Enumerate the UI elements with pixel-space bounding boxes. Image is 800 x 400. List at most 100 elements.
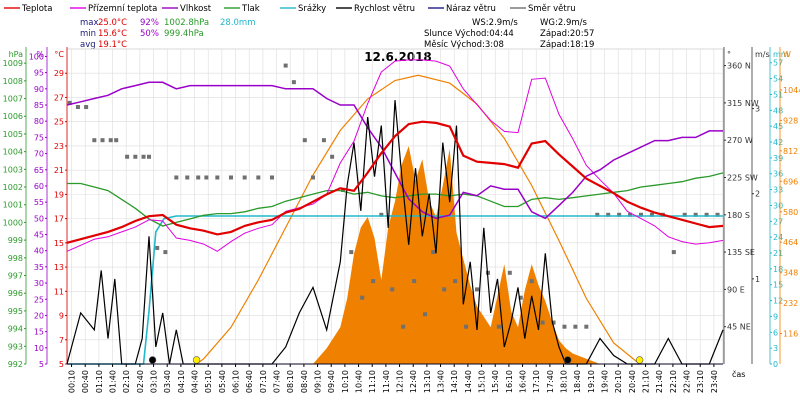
wind-dir-point bbox=[321, 138, 326, 143]
temperature-axis-tick-label: 7 bbox=[59, 336, 64, 345]
x-tick-label: 16:40 bbox=[519, 370, 528, 393]
wind-dir-point bbox=[379, 212, 384, 217]
rain-axis-tick-label: 0 bbox=[773, 360, 778, 369]
wind-dir-point bbox=[562, 324, 567, 329]
wind-dir-point bbox=[270, 175, 274, 180]
temperature-axis-tick-label: 25 bbox=[54, 118, 64, 127]
legend-label-rain: Srážky bbox=[298, 4, 326, 14]
pressure-axis-tick-label: 1001 bbox=[3, 201, 23, 210]
humidity-axis-tick-label: 25 bbox=[34, 295, 44, 304]
humidity-axis-tick-label: 95 bbox=[34, 69, 44, 78]
x-tick-label: 03:10 bbox=[150, 370, 159, 393]
x-tick-label: 22:10 bbox=[669, 370, 678, 393]
wind-dir-point bbox=[628, 212, 633, 217]
x-tick-label: 09:40 bbox=[327, 370, 336, 393]
wind-dir-point bbox=[551, 320, 556, 325]
rain-axis-tick-label: 45 bbox=[773, 122, 783, 131]
humidity-axis-tick-label: 50 bbox=[34, 214, 44, 223]
x-tick-label: 04:10 bbox=[177, 370, 186, 393]
x-tick-label: 21:40 bbox=[655, 370, 664, 393]
info-moon-set: Západ:18:19 bbox=[540, 40, 594, 50]
wind-dir-point bbox=[147, 154, 151, 159]
x-tick-label: 05:40 bbox=[218, 370, 227, 393]
x-tick-label: 08:10 bbox=[286, 370, 295, 393]
x-tick-label: 14:10 bbox=[450, 370, 459, 393]
chart-title: 12.6.2018 bbox=[364, 50, 432, 64]
wind-dir-point bbox=[518, 295, 523, 300]
wind-dir-point bbox=[92, 138, 97, 143]
rain-axis-tick-label: 3 bbox=[773, 344, 778, 353]
wind-dir-point bbox=[595, 212, 600, 217]
legend-label-hum: Vlhkost bbox=[180, 4, 212, 14]
wind-dir-point bbox=[349, 250, 354, 255]
pressure-axis-tick-label: 1006 bbox=[3, 112, 23, 121]
temperature-axis-tick-label: 11 bbox=[54, 287, 64, 296]
humidity-axis-tick-label: 90 bbox=[34, 85, 44, 94]
temperature-axis-tick-label: 5 bbox=[59, 360, 64, 369]
solar-axis-tick-label: 116 bbox=[783, 330, 798, 339]
stats-min-hum: 50% bbox=[140, 29, 159, 39]
x-tick-label: 22:40 bbox=[683, 370, 692, 393]
wind-dir-axis-unit: ° bbox=[727, 50, 731, 59]
x-tick-label: 21:10 bbox=[642, 370, 651, 393]
legend-label-dew: Přízemní teplota bbox=[88, 4, 157, 14]
info-sun-set: Západ:20:57 bbox=[540, 29, 594, 39]
temperature-axis-tick-label: 27 bbox=[54, 93, 64, 102]
rain-axis-tick-label: 15 bbox=[773, 281, 783, 290]
humidity-axis-tick-label: 20 bbox=[34, 311, 44, 320]
stats-max-press: 1002.8hPa bbox=[164, 18, 209, 28]
info-ws: WS:2.9m/s bbox=[472, 18, 518, 28]
x-tick-label: 18:10 bbox=[560, 370, 569, 393]
x-tick-label: 02:10 bbox=[122, 370, 131, 393]
x-tick-label: 13:10 bbox=[423, 370, 432, 393]
wind-dir-point bbox=[242, 175, 247, 180]
legend-label-press: Tlak bbox=[241, 4, 260, 14]
series-line-vlhkost bbox=[66, 81, 723, 220]
wind-dir-point bbox=[715, 212, 720, 217]
stats-max-rain: 28.0mm bbox=[220, 18, 256, 28]
stats-max-hum: 92% bbox=[140, 18, 159, 28]
pressure-axis-tick-label: 993 bbox=[8, 342, 23, 351]
solar-axis-tick-label: 928 bbox=[783, 116, 798, 125]
wind-dir-point bbox=[412, 279, 417, 284]
wind-dir-point bbox=[302, 138, 307, 143]
temperature-axis-tick-label: 15 bbox=[54, 239, 64, 248]
wind-dir-point bbox=[283, 63, 288, 68]
temperature-axis-tick-label: 19 bbox=[54, 190, 64, 199]
x-axis-label: čas bbox=[732, 369, 745, 379]
wind-dir-point bbox=[84, 105, 89, 110]
pressure-axis-tick-label: 1009 bbox=[3, 59, 23, 68]
x-tick-label: 03:40 bbox=[163, 370, 172, 393]
wind-dir-point bbox=[682, 212, 687, 217]
solar-axis-tick-label: 232 bbox=[783, 299, 798, 308]
x-tick-label: 19:40 bbox=[601, 370, 610, 393]
temperature-axis-tick-label: 23 bbox=[54, 142, 64, 151]
wind-dir-point bbox=[617, 212, 622, 217]
wind-speed-axis-tick-label: 3 bbox=[755, 105, 760, 114]
rain-axis-tick-label: 57 bbox=[773, 59, 783, 68]
wind-dir-point bbox=[606, 212, 611, 217]
x-tick-label: 11:10 bbox=[368, 370, 377, 393]
rain-axis-tick-label: 30 bbox=[773, 201, 783, 210]
wind-dir-point bbox=[196, 175, 201, 180]
wind-speed-axis-tick-label: 2 bbox=[755, 190, 760, 199]
pressure-axis-tick-label: 1003 bbox=[3, 165, 23, 174]
wind-dir-point bbox=[540, 320, 545, 325]
x-tick-label: 11:40 bbox=[382, 370, 391, 393]
solar-area bbox=[313, 146, 600, 364]
solar-axis-tick-label: 696 bbox=[783, 177, 798, 186]
solar-axis-unit: W bbox=[783, 50, 791, 59]
stats-avg-label: avg bbox=[80, 40, 96, 50]
humidity-axis-tick-label: 15 bbox=[34, 328, 44, 337]
wind-dir-point bbox=[423, 312, 428, 317]
sunrise-marker bbox=[192, 356, 201, 364]
x-tick-label: 01:10 bbox=[95, 370, 104, 393]
x-tick-label: 05:10 bbox=[204, 370, 213, 393]
series-line-teplota bbox=[66, 120, 724, 244]
x-tick-label: 06:40 bbox=[245, 370, 254, 393]
wind-dir-axis-tick-label: 45 NE bbox=[727, 323, 751, 332]
pressure-axis-tick-label: 992 bbox=[8, 360, 23, 369]
x-tick-label: 13:40 bbox=[437, 370, 446, 393]
x-tick-label: 06:10 bbox=[232, 370, 241, 393]
info-wg: WG:2.9m/s bbox=[540, 18, 588, 28]
